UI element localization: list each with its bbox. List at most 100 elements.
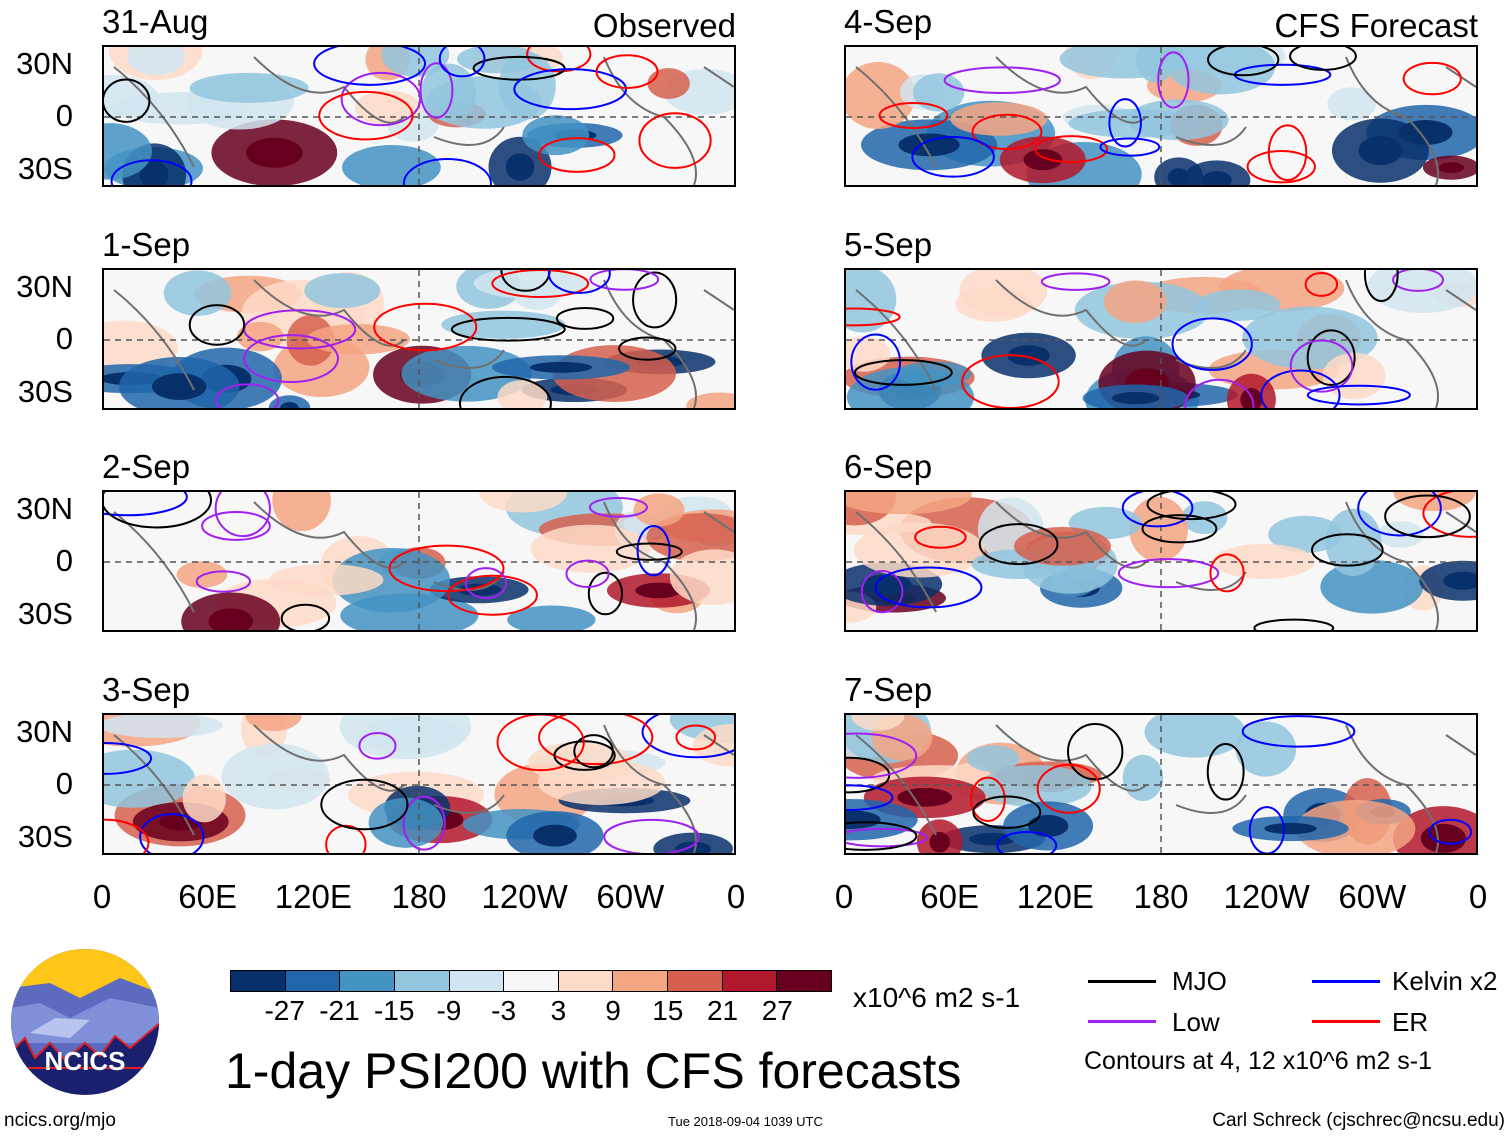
- wave-contour: [914, 525, 967, 549]
- wave-contour: [373, 302, 478, 352]
- lon-label: 0: [726, 878, 746, 915]
- lat-label: 30S: [17, 374, 73, 409]
- wave-contour: [201, 511, 271, 541]
- lat-label: 0: [55, 543, 73, 578]
- map-panel: [102, 268, 736, 410]
- anomaly-shading: [104, 123, 152, 180]
- anomaly-shading: [381, 47, 450, 77]
- anomaly-shading: [221, 743, 330, 810]
- map-panel: [844, 45, 1478, 187]
- anomaly-core: [152, 373, 207, 400]
- coastline: [855, 279, 1476, 408]
- wave-contour: [139, 813, 205, 853]
- wave-contour: [313, 47, 427, 86]
- wave-contour: [526, 47, 592, 73]
- anomaly-core: [1167, 168, 1190, 185]
- wave-contour: [588, 496, 648, 518]
- wave-contour: [969, 776, 1006, 822]
- coastline: [113, 56, 734, 185]
- wave-contour: [402, 795, 446, 851]
- wave-contour: [1248, 806, 1285, 853]
- wave-contour: [214, 492, 271, 538]
- lon-label: 60E: [920, 878, 980, 915]
- wave-contour: [1108, 98, 1142, 148]
- anomaly-shading: [306, 323, 410, 355]
- wave-contour: [961, 354, 1060, 408]
- wave-contour: [1036, 763, 1101, 814]
- legend-label-kelvin: Kelvin x2: [1392, 966, 1498, 996]
- wave-contour: [438, 47, 486, 78]
- anomaly-shading: [401, 345, 532, 402]
- anomaly-shading: [245, 715, 302, 732]
- footer-url[interactable]: ncics.org/mjo: [4, 1110, 116, 1131]
- wave-contour: [1428, 818, 1473, 845]
- anomaly-shading: [497, 380, 548, 408]
- anomaly-shading: [354, 90, 422, 125]
- anomaly-shading: [104, 715, 224, 738]
- colorbar-tick-label: -9: [436, 995, 462, 1026]
- colorbar: [230, 970, 832, 992]
- wave-contour: [846, 307, 901, 327]
- colorbar-tick-label: 3: [550, 995, 567, 1026]
- ncics-logo: NCICS: [10, 948, 160, 1101]
- legend-line-mjo: [1088, 980, 1156, 983]
- wave-contour: [555, 306, 615, 330]
- wave-contour: [1253, 618, 1335, 630]
- anomaly-core: [1438, 162, 1465, 174]
- map-panel: [844, 490, 1478, 632]
- panel-date: 7-Sep: [844, 671, 933, 708]
- wave-contour: [1422, 492, 1476, 538]
- lon-label: 120E: [274, 878, 352, 915]
- wave-contour: [1241, 715, 1356, 748]
- legend-line-kelvin: [1312, 980, 1380, 983]
- panel-date: 2-Sep: [102, 448, 191, 485]
- lon-label: 120W: [1223, 878, 1310, 915]
- anomaly-shading: [1242, 306, 1378, 370]
- lon-label: 60W: [596, 878, 665, 915]
- map-panel: [844, 268, 1478, 410]
- panel-source-label: Observed: [592, 7, 736, 44]
- panel-date: 1-Sep: [102, 226, 191, 263]
- anomaly-shading: [1127, 99, 1229, 141]
- anomaly-shading: [1327, 87, 1376, 121]
- wave-contour: [675, 724, 717, 751]
- wave-contour: [459, 375, 552, 408]
- colorbar-swatch: [394, 971, 450, 991]
- lat-label: 30S: [17, 819, 73, 854]
- wave-contour: [636, 524, 671, 577]
- legend-line-er: [1312, 1020, 1380, 1023]
- coastline: [855, 56, 1476, 185]
- anomaly-shading: [104, 749, 195, 808]
- wave-contour: [358, 731, 397, 760]
- anomaly-shading: [913, 73, 965, 112]
- anomaly-shading: [1103, 280, 1167, 324]
- panel-date: 3-Sep: [102, 671, 191, 708]
- anomaly-shading: [846, 492, 972, 515]
- footer-author: Carl Schreck (cjschrec@ncsu.edu): [1212, 1110, 1505, 1131]
- wave-contour: [195, 570, 252, 593]
- wave-contour: [215, 383, 280, 408]
- anomaly-shading: [851, 715, 905, 731]
- lon-label: 120E: [1016, 878, 1094, 915]
- wave-contour: [280, 603, 331, 630]
- wave-contour: [911, 136, 995, 178]
- wave-contour: [464, 567, 508, 600]
- colorbar-swatch: [558, 971, 614, 991]
- anomaly-shading: [479, 492, 568, 513]
- legend-label-mjo: MJO: [1172, 966, 1227, 996]
- wave-contour: [1184, 378, 1255, 408]
- wave-contour: [595, 54, 659, 89]
- anomaly-shading: [272, 492, 331, 532]
- wave-contour: [638, 112, 712, 169]
- lat-label: 30S: [17, 151, 73, 186]
- wave-contour: [188, 304, 246, 346]
- lon-label: 0: [1468, 878, 1488, 915]
- map-panel: [844, 713, 1478, 855]
- anomaly-shading: [522, 115, 590, 156]
- anomaly-shading: [1195, 289, 1281, 321]
- anomaly-shading: [1144, 715, 1246, 758]
- legend-label-low: Low: [1172, 1007, 1220, 1037]
- anomaly-shading: [456, 47, 538, 74]
- anomaly-shading: [1295, 799, 1416, 853]
- colorbar-tick-label: 27: [761, 995, 793, 1026]
